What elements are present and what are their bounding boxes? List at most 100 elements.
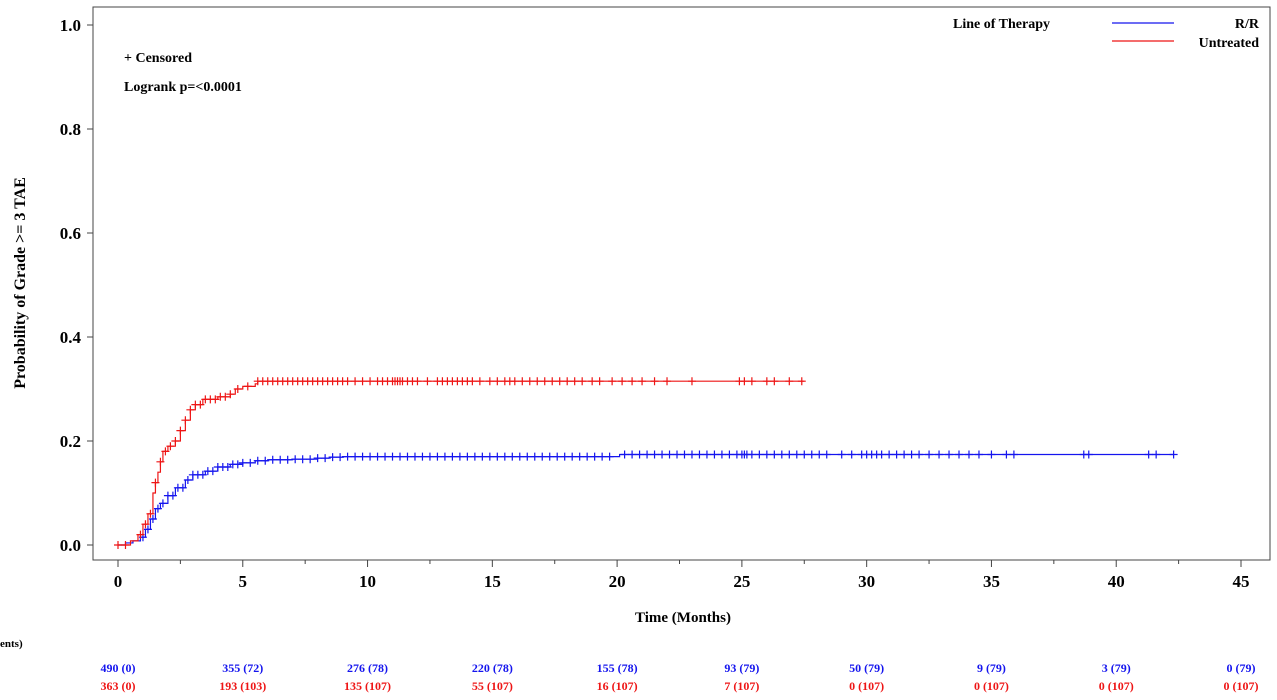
- censor-mark: [608, 377, 617, 386]
- censor-mark: [500, 452, 509, 461]
- censor-mark: [650, 377, 659, 386]
- censor-mark: [747, 377, 756, 386]
- censor-mark: [233, 385, 242, 393]
- censor-mark: [605, 452, 614, 461]
- censor-mark: [538, 452, 547, 461]
- censor-mark: [493, 452, 502, 461]
- censor-mark: [955, 450, 964, 459]
- censor-mark: [687, 377, 696, 386]
- censor-mark: [196, 400, 205, 409]
- censor-mark: [351, 452, 360, 461]
- censor-mark: [366, 377, 375, 386]
- censor-mark: [548, 377, 557, 386]
- censor-mark: [673, 450, 682, 459]
- censor-mark: [268, 455, 277, 464]
- censor-mark: [762, 450, 771, 459]
- censor-mark: [892, 450, 901, 459]
- censor-mark: [680, 450, 689, 459]
- censor-mark: [900, 450, 909, 459]
- censor-mark: [964, 450, 973, 459]
- censor-mark: [463, 452, 472, 461]
- y-axis-label: Probability of Grade >= 3 TAE: [12, 177, 29, 389]
- censor-mark: [628, 450, 637, 459]
- censor-mark: [747, 450, 756, 459]
- censor-mark: [807, 450, 816, 459]
- censored-annotation: + Censored: [124, 51, 192, 66]
- censor-mark: [423, 377, 432, 386]
- censor-mark: [658, 450, 667, 459]
- censor-mark: [595, 377, 604, 386]
- risk-cell: 135 (107): [344, 679, 391, 693]
- censor-mark: [243, 382, 252, 391]
- risk-cell: 0 (107): [1099, 679, 1134, 693]
- censor-mark: [261, 456, 270, 465]
- risk-table: 490 (0) 355 (72) 276 (78) 220 (78) 155 (78) 9…: [101, 661, 1259, 693]
- censor-mark: [1084, 450, 1093, 459]
- censor-mark: [413, 377, 422, 386]
- censor-mark: [618, 377, 627, 386]
- censor-mark: [974, 450, 983, 459]
- censor-mark: [555, 377, 564, 386]
- censor-mark: [530, 452, 539, 461]
- censor-mark: [710, 450, 719, 459]
- risk-cell: 193 (103): [219, 679, 266, 693]
- censor-mark: [620, 450, 629, 459]
- censor-mark: [1002, 450, 1011, 459]
- censor-mark: [797, 377, 806, 386]
- censor-mark: [1144, 450, 1153, 459]
- censor-mark: [455, 452, 464, 461]
- x-tick-label: 20: [609, 572, 626, 591]
- risk-cell: 7 (107): [724, 679, 759, 693]
- censor-mark: [1009, 450, 1018, 459]
- censor-mark: [568, 452, 577, 461]
- censor-mark: [1152, 450, 1161, 459]
- risk-cell: 55 (107): [472, 679, 513, 693]
- censor-mark: [792, 450, 801, 459]
- x-tick-label: 30: [858, 572, 875, 591]
- censor-mark: [822, 450, 831, 459]
- censor-mark: [508, 452, 517, 461]
- censor-mark: [246, 458, 255, 467]
- y-tick-label: 1.0: [60, 16, 81, 35]
- censor-mark: [161, 447, 170, 456]
- censor-mark: [925, 450, 934, 459]
- censor-mark: [351, 377, 360, 386]
- censor-mark: [578, 377, 587, 386]
- x-axis-label: Time (Months): [635, 610, 731, 626]
- legend-label-untreated: Untreated: [1199, 36, 1260, 51]
- y-tick-label: 0.2: [60, 432, 81, 451]
- censor-mark: [1169, 450, 1178, 459]
- censor-mark: [136, 530, 145, 539]
- plot-frame: [92, 6, 1271, 561]
- censor-mark: [343, 452, 352, 461]
- x-tick-label: 0: [114, 572, 123, 591]
- risk-cell: 0 (79): [1227, 661, 1256, 675]
- censor-mark: [785, 450, 794, 459]
- censor-mark: [158, 499, 167, 508]
- censor-mark: [470, 452, 479, 461]
- censor-mark: [695, 450, 704, 459]
- censor-mark: [114, 541, 122, 549]
- censor-mark: [358, 452, 367, 461]
- censor-mark: [151, 478, 160, 487]
- legend-title: Line of Therapy: [953, 17, 1050, 32]
- series-line-untreated: [118, 380, 805, 546]
- risk-cell: 0 (107): [1224, 679, 1259, 693]
- censor-mark: [885, 450, 894, 459]
- censor-mark: [877, 450, 886, 459]
- censor-mark: [847, 450, 856, 459]
- censor-mark: [226, 390, 235, 399]
- x-tick-label: 40: [1108, 572, 1125, 591]
- censor-mark: [663, 377, 672, 386]
- risk-cell: 3 (79): [1102, 661, 1131, 675]
- censor-mark: [945, 450, 954, 459]
- censor-mark: [762, 377, 771, 386]
- censor-mark: [770, 377, 779, 386]
- censor-mark: [510, 377, 519, 386]
- censor-mark: [907, 450, 916, 459]
- risk-cell: 9 (79): [977, 661, 1006, 675]
- censor-mark: [837, 450, 846, 459]
- censor-mark: [588, 377, 597, 386]
- censor-mark: [515, 452, 524, 461]
